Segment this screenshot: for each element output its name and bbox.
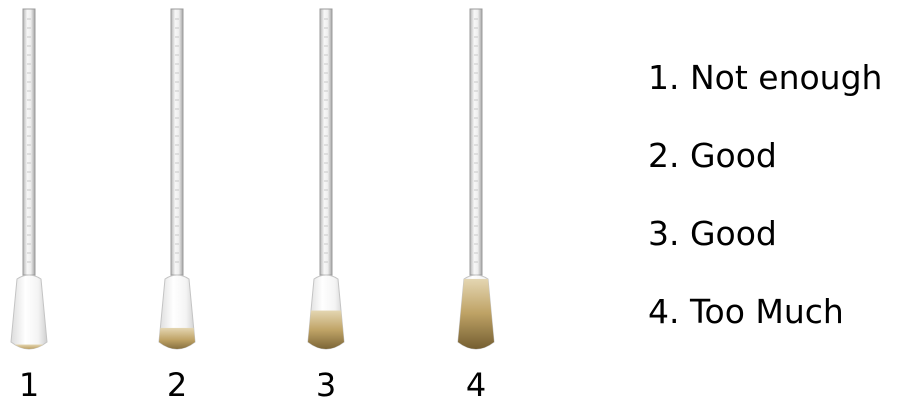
legend-item-3: 3. Good	[648, 214, 777, 253]
legend-item-1: 1. Not enough	[648, 58, 883, 97]
swab-sample-fill	[11, 344, 47, 349]
legend-item-2: 2. Good	[648, 136, 777, 175]
legend: 1. Not enough 2. Good 3. Good 4. Too Muc…	[648, 58, 906, 370]
swab-3	[307, 8, 345, 350]
swab-sample-fill	[458, 278, 494, 349]
swab-number-1: 1	[18, 366, 40, 404]
swab-tip	[10, 274, 48, 350]
swab-number-2: 2	[166, 366, 188, 404]
legend-item-4: 4. Too Much	[648, 292, 844, 331]
swab-4	[457, 8, 495, 350]
swab-sample-fill	[308, 310, 344, 349]
swab-number-4: 4	[465, 366, 487, 404]
swab-sample-fill	[159, 327, 195, 349]
swab-2	[158, 8, 196, 350]
swab-number-3: 3	[315, 366, 337, 404]
swab-1	[10, 8, 48, 350]
